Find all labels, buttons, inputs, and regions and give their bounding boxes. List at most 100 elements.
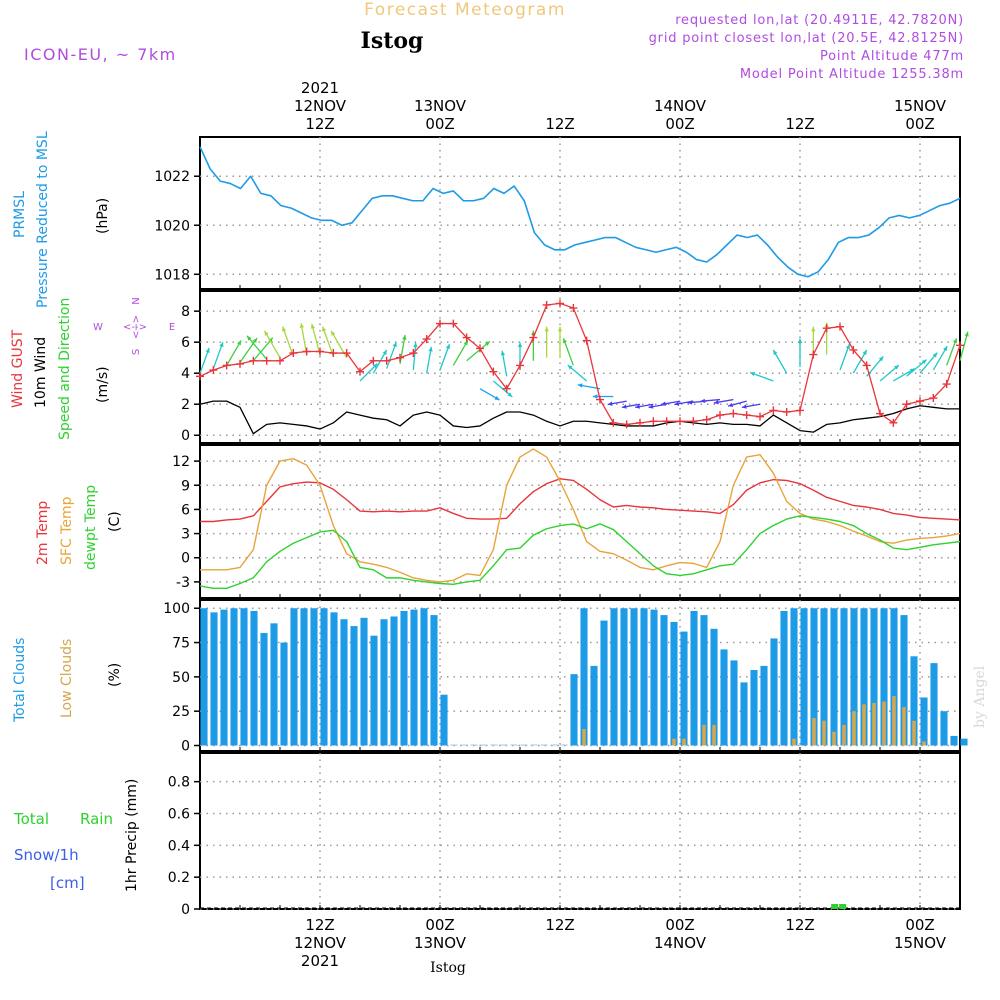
total-cloud-bar xyxy=(460,744,468,746)
wind-arrow-head xyxy=(811,326,816,332)
wind-arrow-head xyxy=(494,395,500,401)
total-cloud-bar xyxy=(670,621,678,746)
total-cloud-bar xyxy=(820,608,828,746)
wind-gust-point xyxy=(356,367,364,376)
wind-arrow-head xyxy=(445,344,450,350)
bottom-time-label-5-1: 15NOV xyxy=(894,934,947,952)
top-time-label-5-1: 00Z xyxy=(905,115,934,133)
total-cloud-bar xyxy=(840,608,848,746)
wind-arrow-head xyxy=(577,383,583,388)
wind-compass: N S W E <--> <--> xyxy=(93,297,175,355)
total-cloud-bar xyxy=(960,738,968,746)
wind-arrow xyxy=(932,345,948,371)
wind-gust-point xyxy=(809,350,818,359)
low-cloud-bar xyxy=(912,720,916,746)
wind-gust-point xyxy=(329,349,338,358)
wind-arrow-head xyxy=(621,404,627,409)
wind-arrow xyxy=(226,340,242,366)
wind-gust-point xyxy=(596,395,604,404)
pressure-ytick-label-0: 1018 xyxy=(154,267,190,283)
wind-arrow-head xyxy=(661,401,666,406)
low-cloud-bar xyxy=(812,718,816,746)
wind-arrow-head xyxy=(741,404,747,409)
wind-arrow-head xyxy=(713,400,719,405)
wind-arrow-head xyxy=(236,340,242,346)
pressure-unit-label: (hPa) xyxy=(95,198,111,234)
total-cloud-bar xyxy=(660,615,668,746)
wind-arrow-head xyxy=(299,323,305,329)
wind-gust-point xyxy=(782,407,791,416)
total-cloud-bar xyxy=(240,608,248,746)
precip-label-cm: [cm] xyxy=(50,874,85,892)
total-cloud-bar xyxy=(400,610,408,746)
total-cloud-bar xyxy=(950,735,958,746)
total-cloud-bar xyxy=(360,617,368,746)
clouds-ytick-label-2: 50 xyxy=(172,670,190,686)
bottom-time-label-1-1: 13NOV xyxy=(414,934,467,952)
temperature-ytick-label-1: 0 xyxy=(181,551,190,567)
precip-label-snow: Snow/1h xyxy=(14,846,79,864)
low-cloud-bar xyxy=(852,711,856,746)
wind-ytick-label-3: 6 xyxy=(181,335,190,351)
wind-gust-point xyxy=(276,356,284,365)
wind-arrow-head xyxy=(728,402,733,408)
low-cloud-bar xyxy=(792,738,796,746)
temp-2m-line xyxy=(200,478,961,523)
low-cloud-bar xyxy=(922,741,926,746)
total-cloud-bar xyxy=(290,608,298,746)
low-cloud-bar xyxy=(672,738,676,746)
wind-arrow-head xyxy=(252,337,258,343)
wind-arrow xyxy=(959,331,969,361)
wind-gust-point xyxy=(196,372,204,381)
total-cloud-bar xyxy=(830,608,838,746)
wind-gust-point xyxy=(542,300,551,309)
wind-arrow-head xyxy=(921,359,927,365)
wind-gust-point xyxy=(529,333,538,342)
total-cloud-bar xyxy=(880,608,888,746)
model-label: ICON-EU, ~ 7km xyxy=(24,45,177,64)
total-cloud-bar xyxy=(650,609,658,746)
top-time-label-0-2: 12Z xyxy=(305,115,334,133)
total-cloud-bar xyxy=(910,656,918,746)
clouds-ytick-label-0: 0 xyxy=(181,739,190,755)
wind-gust-point xyxy=(409,349,418,358)
wind-arrow-head xyxy=(557,326,563,332)
wind-gust-point xyxy=(942,380,951,389)
bottom-time-label-4-0: 12Z xyxy=(785,916,814,934)
total-cloud-bar xyxy=(870,608,878,746)
total-cloud-bar xyxy=(740,682,748,746)
wind-gust-point xyxy=(689,417,698,426)
total-cloud-bar xyxy=(450,744,458,746)
compass-s: S xyxy=(131,349,142,355)
wind-arrow xyxy=(452,340,469,366)
temp-sfc-line xyxy=(200,448,961,583)
low-cloud-bar xyxy=(582,729,586,746)
low-cloud-bar xyxy=(702,724,706,746)
wind-arrow-head xyxy=(310,323,316,329)
total-cloud-bar xyxy=(300,608,308,746)
wind-arrow-head xyxy=(247,335,252,341)
total-cloud-bar xyxy=(340,619,348,746)
temp-label-dewpt: dewpt Temp xyxy=(83,485,99,570)
wind-gust-point xyxy=(742,411,751,420)
wind-arrow xyxy=(246,335,268,360)
wind-arrow-head xyxy=(500,350,506,356)
wind-gust-point xyxy=(489,367,498,376)
wind-gust-point xyxy=(569,304,578,313)
temperature-ytick-label-2: 3 xyxy=(181,527,190,543)
total-cloud-bar xyxy=(810,608,818,746)
requested-coords: requested lon,lat (20.4911E, 42.7820N) xyxy=(675,13,964,28)
wind-gust-point xyxy=(556,299,564,308)
wind-gust-point xyxy=(756,412,764,421)
wind-arrow-head xyxy=(878,356,884,362)
temperature-ytick-label-4: 9 xyxy=(181,478,190,494)
total-cloud-bar xyxy=(590,665,598,746)
wind-arrow-head xyxy=(687,400,693,405)
wind-arrow xyxy=(399,334,406,365)
wind-gust-point xyxy=(289,349,298,358)
clouds-ytick-label-4: 100 xyxy=(163,601,190,617)
wind-gust-point xyxy=(476,344,484,353)
